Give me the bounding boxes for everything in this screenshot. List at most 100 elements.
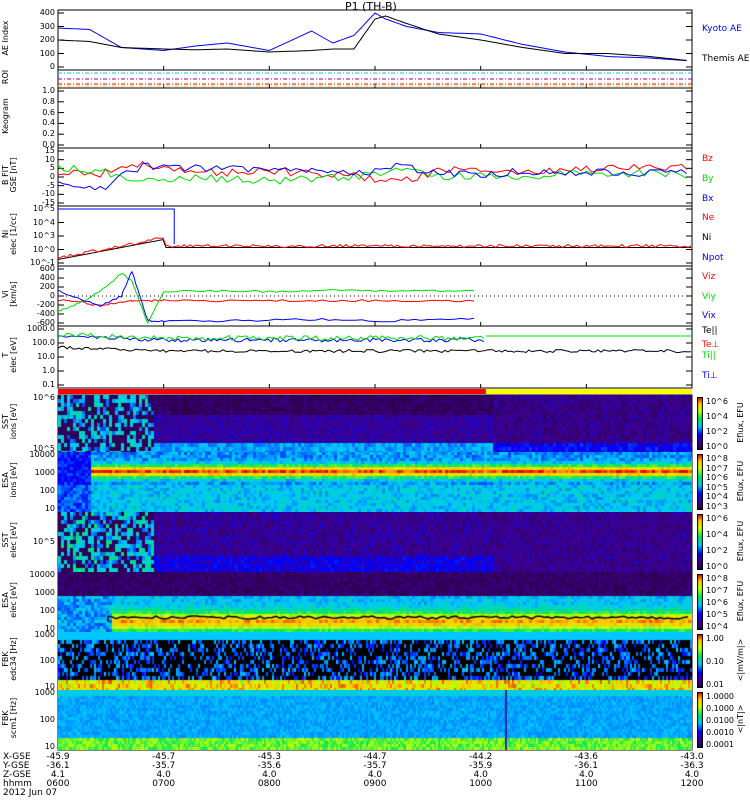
colorbar-tick-label: 10^6 (706, 473, 728, 483)
sst-elec-spectrogram (58, 512, 692, 572)
colorbar-tick-label: 10^4 (706, 492, 728, 502)
legend-themisae: Themis AE (702, 54, 750, 64)
x-row-label: hhmm (3, 779, 32, 789)
colorbar-tick-label: 10^7 (706, 586, 728, 595)
density-ne-line (57, 237, 692, 259)
colorbar-tick-label: 10^5 (706, 482, 728, 492)
legend-npot: Npot (702, 253, 724, 263)
y-tick-label: 0.0 (42, 140, 55, 149)
sst-ions-spectrogram (58, 395, 692, 452)
ae-themis ae-line (57, 15, 687, 61)
colorbar-tick-label: 10^4 (706, 530, 728, 539)
x-tick-x: -44.7 (363, 752, 387, 762)
legend-bx: Bx (702, 194, 714, 204)
colorbar-label: Eflux, EFU (736, 580, 745, 622)
legend-ti: Ti|| (702, 351, 716, 361)
x-tick-z: 4.0 (684, 770, 700, 780)
y-tick-label: 100 (39, 715, 55, 724)
bfit-by-line (57, 164, 687, 185)
colorbar (697, 397, 703, 450)
ylabel-text: ROI (1, 69, 10, 85)
y-tick-label: 0.4 (42, 118, 55, 128)
y-tick-label: 10 (44, 624, 55, 633)
legend-ne: Ne (702, 213, 715, 223)
y-tick-label: 0.2 (42, 129, 55, 139)
x-tick-y: -35.7 (152, 761, 176, 771)
x-tick-y: -35.7 (363, 761, 387, 771)
temperature-ti-perp-line (57, 335, 485, 343)
ylabel-units: ions [eV] (9, 462, 18, 498)
esa-elec-ylabel: ESA elec [eV] (1, 570, 18, 630)
y-tick-label: 15 (44, 146, 55, 155)
colorbar-tick-label: 0.1000 (706, 704, 734, 713)
y-tick-label: 100 (39, 606, 55, 615)
y-tick-label: -400 (36, 309, 55, 318)
x-tick-y: -35.6 (257, 761, 281, 771)
colorbar-tick-label: 0.10 (706, 657, 724, 666)
colorbar-tick-label: 10^6 (706, 397, 728, 406)
ae-kyoto ae-line (57, 12, 687, 62)
mode-bar-slow (58, 389, 486, 394)
x-tick-z: 4.0 (156, 770, 171, 780)
y-tick-label: 10^5 (33, 537, 55, 546)
fbk-edc34-spectrogram (58, 632, 692, 690)
x-tick-t: 0700 (152, 779, 176, 789)
x-tick-y: -36.1 (46, 761, 70, 771)
y-tick-label: 10^0 (33, 244, 55, 254)
y-tick-label: 0 (49, 62, 55, 71)
y-tick-label: -10 (41, 189, 55, 199)
x-row-label: Z-GSE (3, 770, 31, 780)
colorbar-tick-label: 10^4 (706, 412, 728, 421)
colorbar-tick-label: 0.01 (706, 680, 724, 689)
x-row-label: Y-GSE (3, 761, 30, 771)
legend-kyotoae: Kyoto AE (702, 24, 742, 34)
y-tick-label: 1000 (34, 468, 55, 477)
colorbar-tick-label: 10^4 (706, 622, 728, 631)
y-tick-label: 10000 (29, 570, 55, 579)
y-tick-label: 10^-1 (30, 258, 55, 267)
y-tick-label: 1000 (34, 630, 55, 639)
colorbar-tick-label: 0.0001 (706, 740, 734, 749)
y-tick-label: -15 (41, 198, 55, 207)
y-tick-label: 10 (44, 504, 55, 513)
temperature-te-par-line (57, 345, 692, 354)
colorbar-tick-label: 10^2 (706, 546, 728, 555)
x-tick-y: -36.3 (680, 761, 704, 771)
colorbar (697, 692, 703, 748)
y-tick-label: 10^6 (33, 393, 55, 402)
x-tick-t: 1000 (469, 779, 493, 789)
y-tick-label: 0.1 (42, 380, 55, 389)
legend-ni: Ni (702, 233, 712, 243)
x-tick-x: -44.2 (469, 752, 493, 762)
colorbar-tick-label: 0.0010 (706, 728, 734, 737)
y-tick-label: 0.6 (42, 107, 55, 117)
colorbar-tick-label: 0.0100 (706, 716, 734, 725)
colorbar-label: Eflux, EFU (736, 402, 745, 443)
y-tick-label: 200 (39, 282, 55, 291)
roi-ylabel: ROI (1, 68, 10, 86)
velocity-viz-line (57, 299, 475, 306)
esa-ions-spectrogram (58, 452, 692, 512)
y-tick-label: 100 (39, 486, 55, 495)
x-tick-t: 1100 (574, 779, 598, 789)
density-npot-line (58, 208, 175, 244)
colorbar (697, 454, 703, 510)
x-tick-z: 4.0 (473, 770, 488, 780)
colorbar-label: Eflux, EFU (736, 460, 745, 502)
y-tick-label: 100 (39, 48, 55, 58)
legend-bz: Bz (702, 154, 713, 164)
y-tick-label: 10^5 (33, 204, 55, 213)
y-tick-label: 0 (49, 291, 55, 300)
date-label: 2012 Jun 07 (3, 788, 58, 798)
fbk-scm1-spectrogram (58, 690, 692, 750)
bfit-bx-line (57, 162, 687, 191)
y-tick-label: 10^5 (33, 444, 55, 453)
x-tick-x: -45.3 (257, 752, 281, 762)
y-tick-label: -600 (36, 318, 55, 327)
colorbar-label: Eflux, EFU (736, 520, 745, 562)
colorbar-tick-label: 10^8 (706, 454, 728, 463)
plot-title: P1 (TH-B) (345, 0, 397, 13)
y-tick-label: 100 (39, 656, 55, 665)
y-tick-label: 300 (39, 21, 55, 31)
